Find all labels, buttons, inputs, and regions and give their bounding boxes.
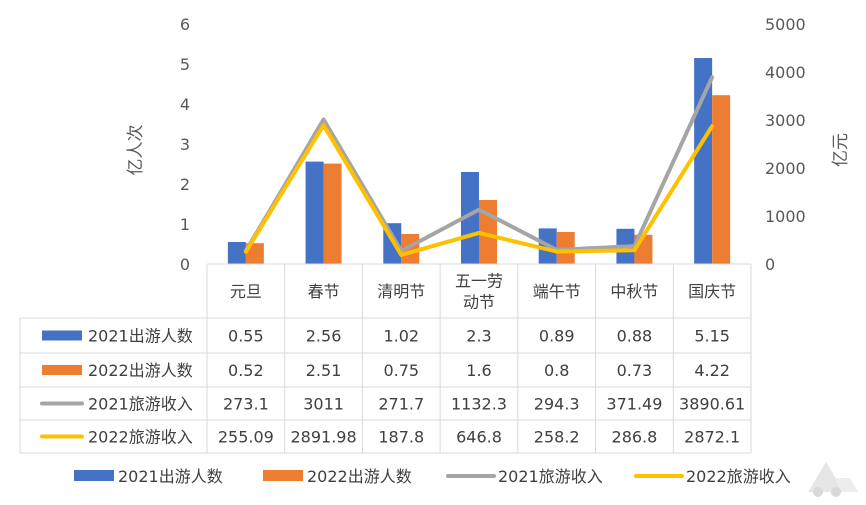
y-tick-label: 3 bbox=[180, 135, 190, 154]
legend-label-2022旅游收入: 2022旅游收入 bbox=[686, 467, 791, 486]
bar-2021出游人数-国庆节 bbox=[694, 58, 713, 264]
line-2022旅游收入 bbox=[243, 123, 715, 257]
data-label: 2.3 bbox=[466, 327, 491, 346]
y2-tick-label: 3000 bbox=[765, 111, 806, 130]
row-legend-key bbox=[42, 330, 82, 341]
y-tick-label: 2 bbox=[180, 175, 190, 194]
y2-tick-label: 5000 bbox=[765, 15, 806, 34]
y2-tick-label: 2000 bbox=[765, 159, 806, 178]
data-label: 0.89 bbox=[539, 327, 575, 346]
y-tick-label: 1 bbox=[180, 215, 190, 234]
category-label: 国庆节 bbox=[688, 282, 736, 301]
data-label: 255.09 bbox=[218, 428, 274, 447]
category-label: 春节 bbox=[308, 282, 340, 301]
data-label: 2891.98 bbox=[290, 428, 356, 447]
data-label: 3890.61 bbox=[679, 395, 745, 414]
category-label: 五一劳 bbox=[455, 272, 503, 291]
y-axis-title: 亿人次 bbox=[126, 125, 146, 176]
y-tick-label: 0 bbox=[180, 255, 190, 274]
data-label: 0.55 bbox=[228, 327, 264, 346]
data-label: 0.88 bbox=[617, 327, 653, 346]
data-label: 371.49 bbox=[606, 395, 662, 414]
legend-label-2021旅游收入: 2021旅游收入 bbox=[498, 467, 603, 486]
data-label: 4.22 bbox=[694, 361, 730, 380]
data-label: 187.8 bbox=[378, 428, 424, 447]
data-label: 0.52 bbox=[228, 361, 264, 380]
legend-key-2021出游人数 bbox=[74, 470, 114, 481]
line-2021旅游收入 bbox=[243, 75, 715, 253]
bar-2022出游人数-清明节 bbox=[401, 234, 420, 264]
data-label: 2.56 bbox=[306, 327, 342, 346]
y-tick-label: 6 bbox=[180, 15, 190, 34]
data-label: 0.8 bbox=[544, 361, 569, 380]
data-label: 294.3 bbox=[534, 395, 580, 414]
data-label: 3011 bbox=[303, 395, 344, 414]
y2-tick-label: 4000 bbox=[765, 63, 806, 82]
legend-key-2022出游人数 bbox=[263, 470, 303, 481]
data-label: 0.75 bbox=[383, 361, 419, 380]
bar-2021出游人数-元旦 bbox=[227, 242, 246, 264]
category-label: 端午节 bbox=[533, 282, 581, 301]
bar-2022出游人数-国庆节 bbox=[712, 95, 731, 264]
data-label: 1132.3 bbox=[451, 395, 507, 414]
category-label: 清明节 bbox=[377, 282, 425, 301]
category-label: 中秋节 bbox=[610, 282, 658, 301]
watermark-icon bbox=[808, 462, 858, 497]
row-legend-key bbox=[42, 365, 82, 375]
data-label: 258.2 bbox=[534, 428, 580, 447]
bar-2022出游人数-春节 bbox=[323, 163, 342, 264]
data-label: 273.1 bbox=[223, 395, 269, 414]
bar-2021出游人数-春节 bbox=[305, 161, 324, 264]
data-label: 271.7 bbox=[378, 395, 424, 414]
data-label: 2872.1 bbox=[684, 428, 740, 447]
data-label: 5.15 bbox=[694, 327, 730, 346]
data-label: 0.73 bbox=[617, 361, 653, 380]
row-series-name: 2021出游人数 bbox=[88, 327, 193, 346]
legend-label-2021出游人数: 2021出游人数 bbox=[118, 467, 223, 486]
row-series-name: 2021旅游收入 bbox=[88, 395, 193, 414]
row-series-name: 2022旅游收入 bbox=[88, 428, 193, 447]
category-label: 动节 bbox=[463, 293, 495, 312]
y2-tick-label: 1000 bbox=[765, 207, 806, 226]
data-label: 286.8 bbox=[612, 428, 658, 447]
data-label: 1.6 bbox=[466, 361, 491, 380]
data-label: 646.8 bbox=[456, 428, 502, 447]
bar-2021出游人数-五一劳动节 bbox=[461, 172, 479, 264]
y2-tick-label: 0 bbox=[765, 255, 775, 274]
category-label: 元旦 bbox=[230, 282, 262, 301]
data-label: 2.51 bbox=[306, 361, 342, 380]
y-tick-label: 4 bbox=[180, 95, 190, 114]
data-label: 1.02 bbox=[383, 327, 419, 346]
legend-label-2022出游人数: 2022出游人数 bbox=[307, 467, 412, 486]
y2-axis-title: 亿元 bbox=[831, 133, 851, 167]
bar-2022出游人数-元旦 bbox=[245, 243, 264, 264]
row-series-name: 2022出游人数 bbox=[88, 361, 193, 380]
y-tick-label: 5 bbox=[180, 55, 190, 74]
